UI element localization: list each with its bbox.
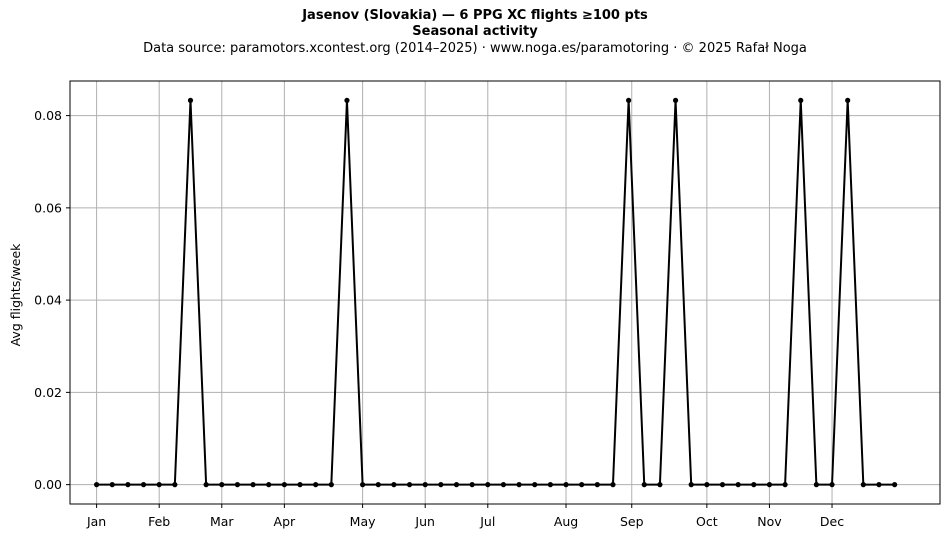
x-tick-label: Mar bbox=[210, 514, 234, 529]
plot-frame bbox=[69, 80, 941, 505]
x-axis: Jan Feb Mar Apr May Jun Jul Aug Sep Oct Nov Dec bbox=[86, 504, 844, 529]
data-point bbox=[172, 482, 178, 488]
y-tick-label: 0.04 bbox=[34, 293, 62, 308]
data-point bbox=[375, 482, 381, 488]
data-point bbox=[485, 482, 491, 488]
chart-source-note: Data source: paramotors.xcontest.org (20… bbox=[143, 41, 807, 56]
chart-title: Jasenov (Slovakia) — 6 PPG XC flights ≥1… bbox=[302, 8, 648, 23]
y-axis-label: Avg flights/week bbox=[8, 243, 23, 347]
data-point bbox=[547, 482, 553, 488]
data-point bbox=[626, 97, 632, 103]
data-point bbox=[219, 482, 225, 488]
data-point bbox=[469, 482, 475, 488]
x-tick-label: Jun bbox=[414, 514, 435, 529]
data-point bbox=[125, 482, 131, 488]
data-point bbox=[641, 482, 647, 488]
data-point bbox=[704, 482, 710, 488]
data-point bbox=[829, 482, 835, 488]
data-point bbox=[766, 482, 773, 488]
data-point bbox=[250, 482, 256, 488]
data-point bbox=[453, 482, 460, 488]
x-tick-label: Apr bbox=[274, 514, 296, 529]
chart-titles: Jasenov (Slovakia) — 6 PPG XC flights ≥1… bbox=[0, 8, 950, 58]
data-point bbox=[140, 482, 147, 488]
data-point bbox=[719, 482, 726, 488]
data-point bbox=[500, 482, 507, 488]
x-tick-label: Dec bbox=[820, 514, 844, 529]
y-tick-label: 0.00 bbox=[34, 477, 62, 492]
data-point bbox=[281, 482, 287, 488]
x-tick-label: Sep bbox=[620, 514, 644, 529]
data-point bbox=[391, 482, 397, 488]
data-point bbox=[688, 482, 694, 488]
data-point bbox=[109, 482, 115, 488]
data-point bbox=[203, 482, 209, 488]
data-point bbox=[297, 482, 303, 488]
data-point bbox=[313, 482, 319, 488]
data-point bbox=[782, 482, 788, 488]
data-point bbox=[94, 482, 100, 488]
data-point bbox=[438, 482, 444, 488]
data-point bbox=[360, 482, 366, 488]
data-point bbox=[406, 482, 413, 488]
data-point bbox=[751, 482, 757, 488]
series-layer bbox=[94, 97, 898, 488]
data-point bbox=[328, 482, 334, 488]
y-tick-label: 0.08 bbox=[34, 108, 62, 123]
data-point bbox=[798, 97, 804, 103]
data-point bbox=[610, 482, 616, 488]
y-tick-label: 0.02 bbox=[34, 385, 62, 400]
data-point bbox=[516, 482, 522, 488]
data-point bbox=[657, 482, 663, 488]
data-point bbox=[672, 97, 679, 103]
data-point bbox=[234, 482, 241, 488]
data-point bbox=[860, 482, 866, 488]
data-point bbox=[813, 482, 819, 488]
x-tick-label: Feb bbox=[148, 514, 170, 529]
data-point bbox=[266, 482, 272, 488]
x-tick-label: Jul bbox=[479, 514, 495, 529]
data-point bbox=[187, 97, 194, 103]
x-tick-label: Aug bbox=[554, 514, 578, 529]
x-tick-label: Nov bbox=[757, 514, 782, 529]
x-tick-label: Jan bbox=[86, 514, 106, 529]
data-point bbox=[532, 482, 538, 488]
data-point bbox=[156, 482, 162, 488]
data-point bbox=[563, 482, 569, 488]
data-point bbox=[735, 482, 741, 488]
data-point bbox=[579, 482, 585, 488]
y-tick-label: 0.06 bbox=[34, 200, 62, 215]
y-axis: 0.00 0.02 0.04 0.06 0.08 bbox=[34, 108, 70, 492]
data-point bbox=[845, 97, 851, 103]
data-point bbox=[892, 482, 898, 488]
x-tick-label: Oct bbox=[696, 514, 718, 529]
data-point bbox=[422, 482, 428, 488]
x-tick-label: May bbox=[350, 514, 376, 529]
series-line bbox=[96, 99, 895, 486]
chart-subtitle: Seasonal activity bbox=[412, 24, 538, 39]
data-point bbox=[344, 97, 350, 103]
data-point bbox=[594, 482, 600, 488]
data-point bbox=[876, 482, 882, 488]
